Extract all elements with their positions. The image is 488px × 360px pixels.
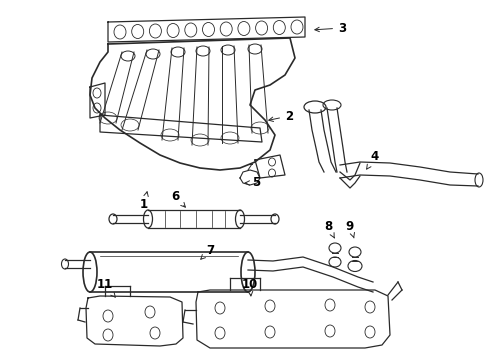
- Text: 6: 6: [170, 189, 185, 207]
- Text: 9: 9: [345, 220, 354, 238]
- Text: 11: 11: [97, 279, 115, 297]
- Text: 10: 10: [242, 279, 258, 296]
- Text: 3: 3: [314, 22, 346, 35]
- Text: 8: 8: [323, 220, 334, 238]
- Text: 1: 1: [140, 192, 148, 211]
- Text: 7: 7: [200, 243, 214, 259]
- Text: 2: 2: [268, 109, 292, 122]
- Text: 5: 5: [244, 176, 260, 189]
- Text: 4: 4: [366, 150, 378, 169]
